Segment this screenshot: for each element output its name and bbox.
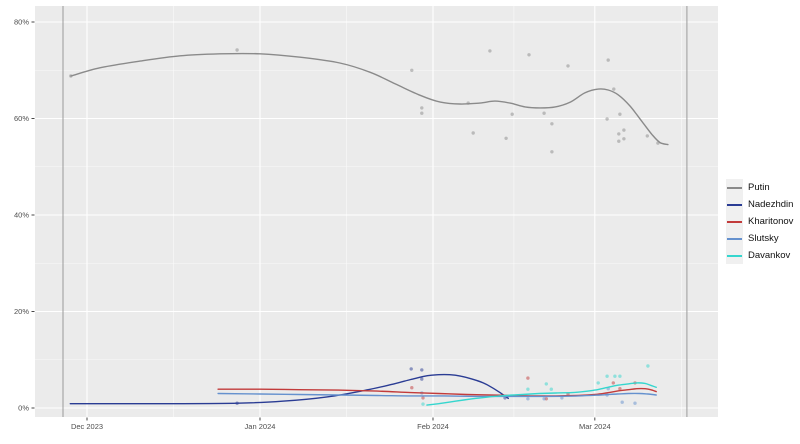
legend-label: Slutsky xyxy=(748,233,779,244)
legend-entry-kharitonov: Kharitonov xyxy=(726,213,793,230)
chart-legend: Putin Nadezhdin Kharitonov Slutsky Davankov xyxy=(726,179,793,264)
axis-tick-marks xyxy=(31,21,596,421)
x-axis-labels: Dec 2023 Jan 2024 Feb 2024 Mar 2024 xyxy=(71,422,611,431)
legend-key-line-slutsky xyxy=(726,230,743,247)
series-points-slutsky xyxy=(420,387,637,405)
y-tick-label: 20% xyxy=(14,307,29,316)
legend-label: Davankov xyxy=(748,250,791,261)
gridlines-minor xyxy=(35,6,718,417)
x-tick-label: Jan 2024 xyxy=(245,422,276,431)
legend-key-line-nadezhdin xyxy=(726,196,743,213)
series-line-davankov xyxy=(426,382,657,406)
y-tick-label: 80% xyxy=(14,18,29,27)
y-axis-labels: 0% 20% 40% 60% 80% xyxy=(14,18,29,413)
gridlines-major xyxy=(35,6,718,417)
series-points-davankov xyxy=(421,364,650,406)
legend-entry-putin: Putin xyxy=(726,179,793,196)
legend-label: Putin xyxy=(748,182,770,193)
legend-entry-slutsky: Slutsky xyxy=(726,230,793,247)
y-tick-label: 40% xyxy=(14,211,29,220)
legend-key-line-kharitonov xyxy=(726,213,743,230)
series-line-slutsky xyxy=(217,392,657,398)
legend-key-line-davankov xyxy=(726,247,743,264)
legend-entry-davankov: Davankov xyxy=(726,247,793,264)
legend-key-line-putin xyxy=(726,179,743,196)
plot-panel xyxy=(35,6,718,417)
legend-label: Nadezhdin xyxy=(748,199,794,210)
x-tick-label: Dec 2023 xyxy=(71,422,103,431)
legend-entry-nadezhdin: Nadezhdin xyxy=(726,196,793,213)
series-line-putin xyxy=(70,52,669,146)
y-tick-label: 60% xyxy=(14,114,29,123)
y-tick-label: 0% xyxy=(18,404,29,413)
legend-label: Kharitonov xyxy=(748,216,794,227)
reference-lines xyxy=(62,6,688,417)
x-tick-label: Mar 2024 xyxy=(579,422,611,431)
series-line-nadezhdin xyxy=(69,373,509,405)
x-tick-label: Feb 2024 xyxy=(417,422,449,431)
